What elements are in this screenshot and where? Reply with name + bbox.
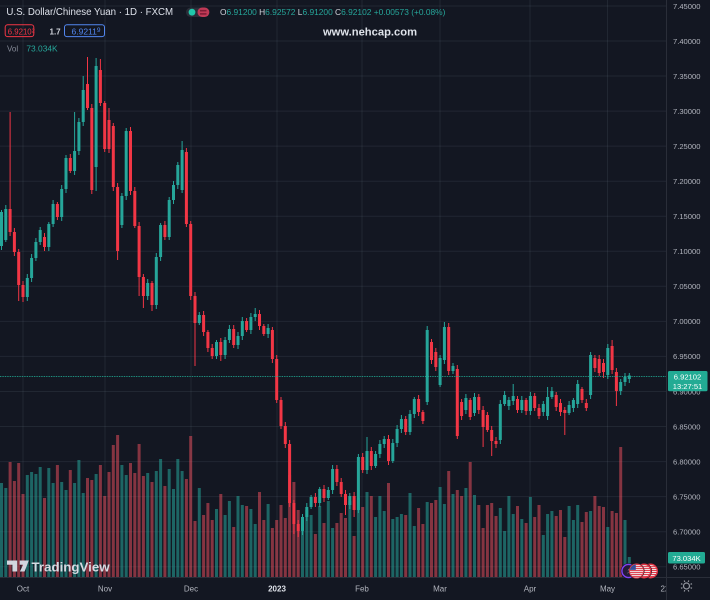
svg-text:www.nehcap.com: www.nehcap.com [322,26,417,38]
svg-text:6.80000: 6.80000 [673,457,700,466]
svg-text:6.90000: 6.90000 [673,387,700,396]
svg-text:2023: 2023 [268,584,286,593]
svg-text:Feb: Feb [355,584,369,593]
svg-text:22: 22 [661,584,670,593]
svg-text:13:27:51: 13:27:51 [673,382,703,391]
svg-text:7.10000: 7.10000 [673,247,700,256]
svg-text:Vol: Vol [7,45,18,54]
svg-text:7.05000: 7.05000 [673,282,700,291]
svg-text:Dec: Dec [184,584,198,593]
svg-text:TradingView: TradingView [32,560,111,575]
svg-text:6.92102: 6.92102 [674,372,701,381]
svg-text:7.40000: 7.40000 [673,37,700,46]
svg-text:6.70000: 6.70000 [673,528,700,537]
svg-text:U.S. Dollar/Chinese Yuan · 1D: U.S. Dollar/Chinese Yuan · 1D · FXCM [6,7,173,18]
svg-text:May: May [600,584,615,593]
svg-text:7.25000: 7.25000 [673,142,700,151]
svg-text:Apr: Apr [524,584,537,593]
svg-text:6.92119: 6.92119 [72,26,101,36]
svg-text:6.75000: 6.75000 [673,492,700,501]
svg-text:Oct: Oct [17,584,30,593]
svg-text:6.85000: 6.85000 [673,422,700,431]
svg-text:7.35000: 7.35000 [673,72,700,81]
svg-text:7.20000: 7.20000 [673,177,700,186]
svg-text:73.034K: 73.034K [26,44,58,54]
svg-text:6.65000: 6.65000 [673,563,700,572]
svg-text:6.92102: 6.92102 [8,28,35,37]
svg-text:Mar: Mar [433,584,447,593]
svg-text:6.95000: 6.95000 [673,352,700,361]
svg-text:O6.91200 H6.92572 L6.91200 C6.: O6.91200 H6.92572 L6.91200 C6.92102 +0.0… [220,7,446,17]
svg-text:Nov: Nov [98,584,112,593]
svg-text:73.034K: 73.034K [672,554,700,563]
svg-text:7.30000: 7.30000 [673,107,700,116]
svg-text:7.00000: 7.00000 [673,317,700,326]
svg-text:7.45000: 7.45000 [673,2,700,11]
svg-text:1.7: 1.7 [50,27,62,36]
svg-text:7.15000: 7.15000 [673,212,700,221]
